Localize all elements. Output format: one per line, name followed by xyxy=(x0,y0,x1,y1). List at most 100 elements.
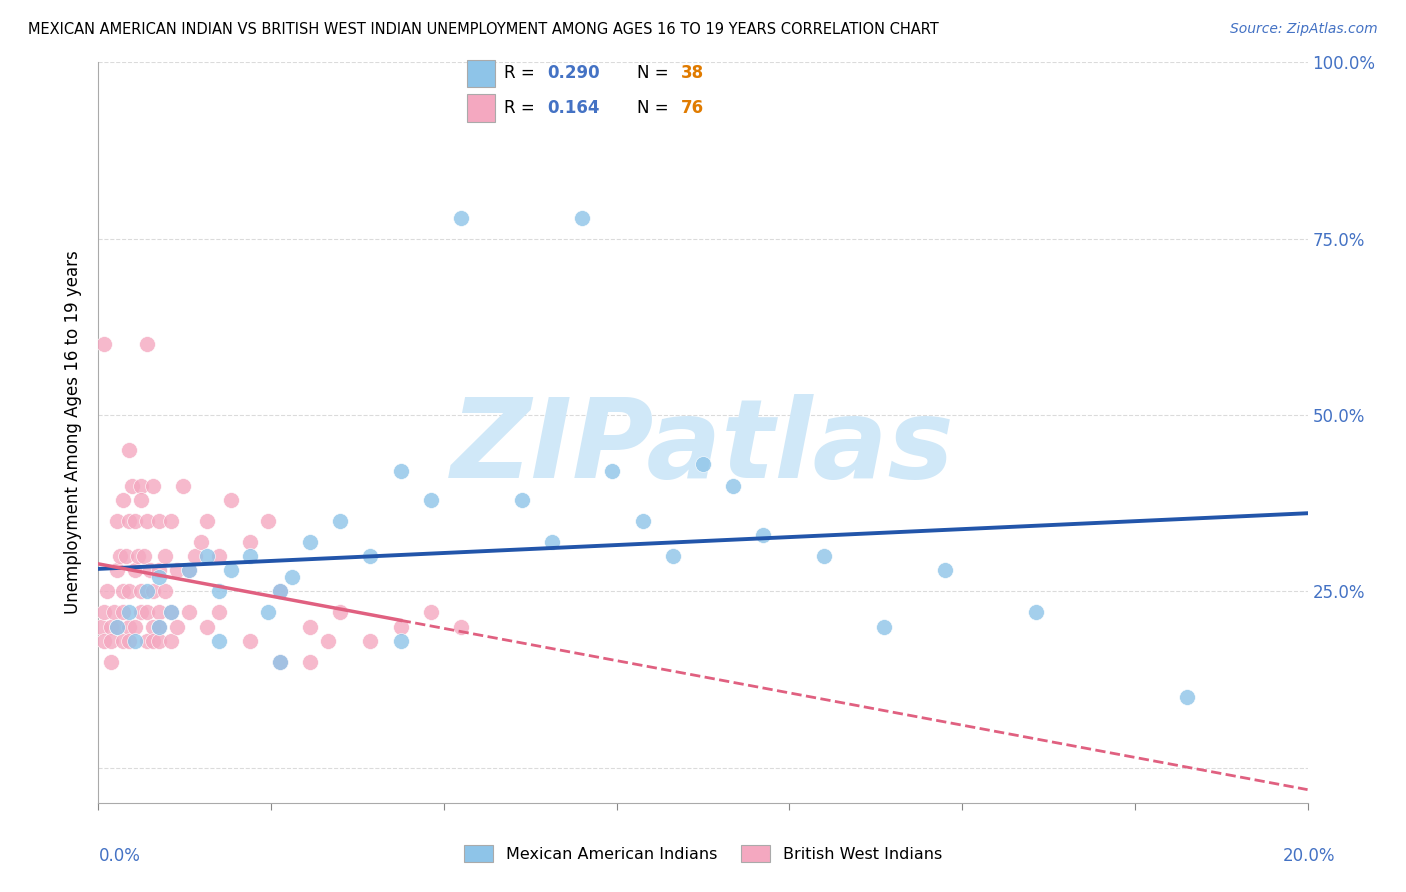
Point xyxy=(142,619,165,633)
Point xyxy=(239,549,262,563)
Text: R =: R = xyxy=(505,64,540,82)
Point xyxy=(160,606,183,620)
Point xyxy=(135,337,157,351)
Point xyxy=(723,478,745,492)
Point xyxy=(129,584,152,599)
Point xyxy=(195,619,218,633)
Point xyxy=(148,514,170,528)
Point xyxy=(111,606,134,620)
Point xyxy=(166,619,188,633)
Point xyxy=(108,549,131,563)
Text: ZIPatlas: ZIPatlas xyxy=(451,394,955,501)
Point xyxy=(142,584,165,599)
Point xyxy=(100,619,122,633)
Point xyxy=(153,549,176,563)
Point xyxy=(93,606,115,620)
Point xyxy=(813,549,835,563)
Point xyxy=(93,633,115,648)
Point xyxy=(602,464,624,478)
Point xyxy=(148,563,170,577)
Point xyxy=(631,514,654,528)
Point xyxy=(153,584,176,599)
Point xyxy=(111,633,134,648)
Point xyxy=(329,514,352,528)
Point xyxy=(114,549,136,563)
Bar xyxy=(467,60,495,87)
Point xyxy=(142,633,165,648)
Point xyxy=(221,492,243,507)
Point xyxy=(934,563,956,577)
Point xyxy=(195,549,218,563)
Point xyxy=(256,514,278,528)
Point xyxy=(389,619,412,633)
Point xyxy=(90,619,112,633)
Point xyxy=(510,492,533,507)
Point xyxy=(124,514,146,528)
Text: 38: 38 xyxy=(681,64,703,82)
Point xyxy=(195,514,218,528)
Point xyxy=(148,570,170,584)
Point xyxy=(100,633,122,648)
Point xyxy=(360,633,382,648)
Point xyxy=(105,619,128,633)
Point xyxy=(281,570,304,584)
Bar xyxy=(467,95,495,122)
Point xyxy=(239,633,262,648)
Point xyxy=(299,535,322,549)
Point xyxy=(135,633,157,648)
Point xyxy=(256,606,278,620)
Point xyxy=(105,619,128,633)
Point xyxy=(239,535,262,549)
Point xyxy=(389,633,412,648)
Point xyxy=(127,549,149,563)
Point xyxy=(540,535,562,549)
Point xyxy=(160,633,183,648)
Point xyxy=(139,563,162,577)
Point xyxy=(179,563,201,577)
Point xyxy=(124,633,146,648)
Point xyxy=(752,528,775,542)
Point xyxy=(329,606,352,620)
Point xyxy=(118,606,141,620)
Point xyxy=(184,549,207,563)
Point xyxy=(121,478,143,492)
Point xyxy=(269,655,291,669)
Point xyxy=(111,492,134,507)
Point xyxy=(420,492,443,507)
Point xyxy=(299,619,322,633)
Point xyxy=(571,211,593,225)
Text: R =: R = xyxy=(505,99,540,117)
Point xyxy=(124,619,146,633)
Point xyxy=(135,606,157,620)
Point xyxy=(221,563,243,577)
Point xyxy=(208,549,231,563)
Point xyxy=(269,584,291,599)
Point xyxy=(160,606,183,620)
Point xyxy=(96,584,118,599)
Point xyxy=(179,563,201,577)
Point xyxy=(299,655,322,669)
Text: Source: ZipAtlas.com: Source: ZipAtlas.com xyxy=(1230,22,1378,37)
Point xyxy=(692,458,714,472)
Point xyxy=(124,563,146,577)
Point xyxy=(269,655,291,669)
Point xyxy=(135,514,157,528)
Point xyxy=(105,563,128,577)
Point xyxy=(129,478,152,492)
Point xyxy=(208,633,231,648)
Y-axis label: Unemployment Among Ages 16 to 19 years: Unemployment Among Ages 16 to 19 years xyxy=(63,251,82,615)
Point xyxy=(105,514,128,528)
Point xyxy=(208,584,231,599)
Text: 20.0%: 20.0% xyxy=(1284,847,1336,865)
Point xyxy=(316,633,339,648)
Point xyxy=(190,535,212,549)
Point xyxy=(661,549,683,563)
Point xyxy=(148,619,170,633)
Point xyxy=(129,492,152,507)
Point xyxy=(142,478,165,492)
Point xyxy=(166,563,188,577)
Point xyxy=(118,619,141,633)
Point xyxy=(172,478,194,492)
Point xyxy=(360,549,382,563)
Legend: Mexican American Indians, British West Indians: Mexican American Indians, British West I… xyxy=(458,838,948,869)
